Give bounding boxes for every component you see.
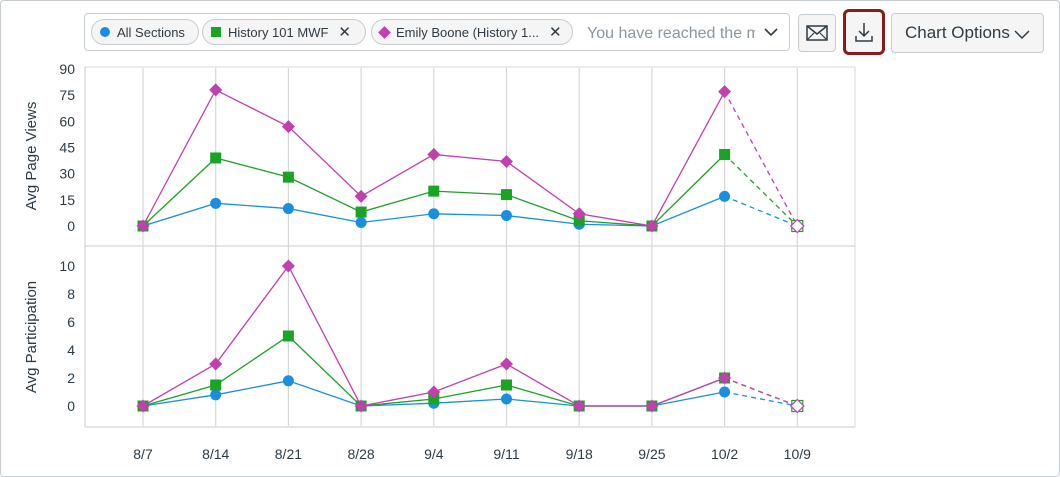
data-point-diamond[interactable]	[136, 219, 150, 233]
chip-all-sections[interactable]: All Sections	[91, 19, 199, 45]
y-tick-label: 75	[59, 87, 75, 103]
data-point-diamond[interactable]	[209, 357, 223, 371]
data-point-diamond[interactable]	[645, 399, 659, 413]
y-tick-label: 0	[67, 218, 75, 234]
chart-options-button[interactable]: Chart Options	[891, 13, 1044, 53]
chevron-down-icon	[1014, 30, 1030, 40]
x-tick-label: 9/25	[638, 446, 665, 462]
x-tick-label: 8/21	[275, 446, 302, 462]
data-point-circle[interactable]	[719, 190, 731, 202]
data-point-diamond[interactable]	[645, 219, 659, 233]
data-point-diamond[interactable]	[500, 357, 513, 371]
remove-chip-icon[interactable]: ✕	[549, 24, 562, 41]
y-tick-label: 60	[59, 113, 75, 129]
x-tick-label: 10/9	[784, 446, 811, 462]
data-point-circle[interactable]	[501, 393, 512, 405]
y-tick-label: 4	[67, 342, 75, 358]
data-point-circle[interactable]	[282, 375, 294, 387]
series-line-projected	[724, 154, 798, 227]
data-point-diamond[interactable]	[209, 83, 223, 97]
data-point-diamond[interactable]	[718, 85, 732, 99]
data-point-diamond[interactable]	[572, 399, 586, 413]
data-point-diamond[interactable]	[789, 218, 805, 234]
chip-emily-boone[interactable]: Emily Boone (History 1... ✕	[371, 19, 573, 45]
chip-history-101[interactable]: History 101 MWF ✕	[202, 19, 366, 45]
data-point-diamond[interactable]	[136, 399, 150, 413]
y-tick-label: 10	[59, 258, 75, 274]
participation-axis-title: Avg Participation	[23, 281, 40, 393]
y-tick-label: 15	[59, 192, 75, 208]
series-line-projected	[724, 91, 798, 227]
message-students-button[interactable]	[798, 14, 836, 52]
x-tick-label: 8/7	[133, 446, 153, 462]
data-point-diamond[interactable]	[354, 189, 368, 203]
remove-chip-icon[interactable]: ✕	[338, 24, 351, 41]
data-point-square[interactable]	[210, 152, 222, 164]
chip-label: Emily Boone (History 1...	[396, 24, 540, 40]
series-line-projected	[724, 391, 798, 407]
data-point-circle[interactable]	[210, 389, 222, 401]
data-point-square[interactable]	[501, 379, 512, 391]
data-point-circle[interactable]	[210, 197, 222, 209]
data-point-circle[interactable]	[428, 208, 440, 220]
square-marker-icon	[211, 27, 221, 37]
data-point-diamond[interactable]	[354, 399, 368, 413]
x-tick-label: 9/4	[424, 446, 444, 462]
circle-marker-icon	[100, 27, 110, 37]
y-tick-label: 30	[59, 166, 75, 182]
data-point-diamond[interactable]	[281, 259, 295, 273]
y-tick-label: 6	[67, 314, 75, 330]
filter-search-input[interactable]	[585, 23, 757, 45]
chevron-down-icon[interactable]	[763, 24, 779, 40]
data-point-square[interactable]	[501, 189, 512, 201]
y-tick-label: 45	[59, 140, 75, 156]
x-tick-label: 10/2	[711, 446, 738, 462]
data-point-square[interactable]	[282, 171, 294, 183]
data-point-square[interactable]	[355, 206, 367, 218]
data-point-circle[interactable]	[501, 210, 512, 222]
data-point-diamond[interactable]	[718, 371, 732, 385]
y-tick-label: 2	[67, 370, 75, 386]
data-point-square[interactable]	[428, 393, 440, 405]
data-point-square[interactable]	[428, 185, 440, 197]
x-tick-label: 9/11	[493, 446, 519, 462]
download-icon	[855, 23, 873, 42]
x-tick-label: 8/14	[202, 446, 229, 462]
data-point-diamond[interactable]	[281, 120, 295, 134]
section-filter-box[interactable]: All Sections History 101 MWF ✕ Emily Boo…	[84, 13, 790, 51]
data-point-circle[interactable]	[282, 203, 294, 215]
data-point-circle[interactable]	[355, 217, 367, 229]
data-point-square[interactable]	[282, 330, 294, 342]
series-line-projected	[724, 377, 798, 407]
chip-label: History 101 MWF	[228, 24, 329, 40]
download-csv-button[interactable]	[843, 9, 885, 55]
data-point-diamond[interactable]	[789, 398, 805, 414]
data-point-diamond[interactable]	[427, 147, 441, 161]
data-point-square[interactable]	[210, 379, 222, 391]
y-tick-label: 0	[67, 398, 75, 414]
data-point-square[interactable]	[719, 148, 731, 160]
data-point-circle[interactable]	[719, 386, 731, 398]
chip-label: All Sections	[117, 24, 185, 40]
envelope-icon	[806, 25, 828, 41]
y-tick-label: 90	[59, 61, 75, 77]
x-tick-label: 8/28	[347, 446, 374, 462]
y-tick-label: 8	[67, 286, 75, 302]
series-line-projected	[724, 195, 798, 227]
page-views-axis-title: Avg Page Views	[23, 102, 40, 211]
data-point-diamond[interactable]	[427, 385, 441, 399]
data-point-diamond[interactable]	[500, 154, 513, 168]
x-tick-label: 9/18	[566, 446, 593, 462]
chart-options-label: Chart Options	[905, 23, 1010, 42]
data-point-diamond[interactable]	[572, 207, 586, 221]
data-point-square[interactable]	[573, 215, 585, 227]
